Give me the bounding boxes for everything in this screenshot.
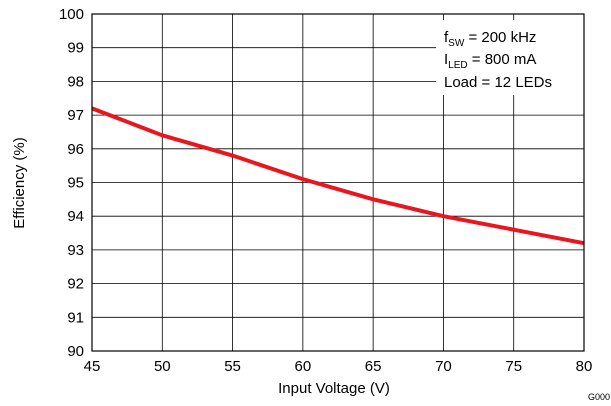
x-tick-label: 60 — [295, 358, 312, 375]
y-tick-label: 94 — [67, 208, 84, 225]
plot-frame — [91, 13, 585, 352]
series-layer — [91, 106, 585, 246]
efficiency-line — [91, 106, 585, 246]
y-tick-label: 97 — [67, 107, 84, 124]
x-tick-label: 65 — [365, 358, 382, 375]
y-tick-labels: 90 91 92 93 94 95 96 97 98 99 100 — [59, 6, 84, 360]
y-tick-label: 90 — [67, 343, 84, 360]
y-tick-label: 95 — [67, 175, 84, 192]
y-tick-label: 91 — [67, 309, 84, 326]
figure-id: G000 — [588, 392, 610, 402]
x-tick-label: 50 — [154, 358, 171, 375]
x-tick-label: 45 — [84, 358, 101, 375]
y-tick-label: 98 — [67, 73, 84, 90]
y-tick-label: 100 — [59, 6, 84, 23]
y-axis-title: Efficiency (%) — [11, 137, 28, 228]
x-tick-label: 75 — [505, 358, 522, 375]
x-tick-label: 80 — [576, 358, 593, 375]
y-tick-label: 96 — [67, 141, 84, 158]
x-tick-labels: 45 50 55 60 65 70 75 80 — [84, 358, 593, 375]
y-tick-label: 92 — [67, 276, 84, 293]
annotation-fsw: fSW = 200 kHz — [444, 29, 536, 49]
x-tick-label: 55 — [224, 358, 241, 375]
x-axis-title: Input Voltage (V) — [278, 380, 390, 397]
annotation-load: Load = 12 LEDs — [444, 74, 552, 91]
y-tick-label: 93 — [67, 242, 84, 259]
annotation-iled: ILED = 800 mA — [444, 51, 536, 71]
annotation-box — [436, 20, 584, 95]
y-tick-label: 99 — [67, 40, 84, 57]
x-tick-label: 70 — [435, 358, 452, 375]
